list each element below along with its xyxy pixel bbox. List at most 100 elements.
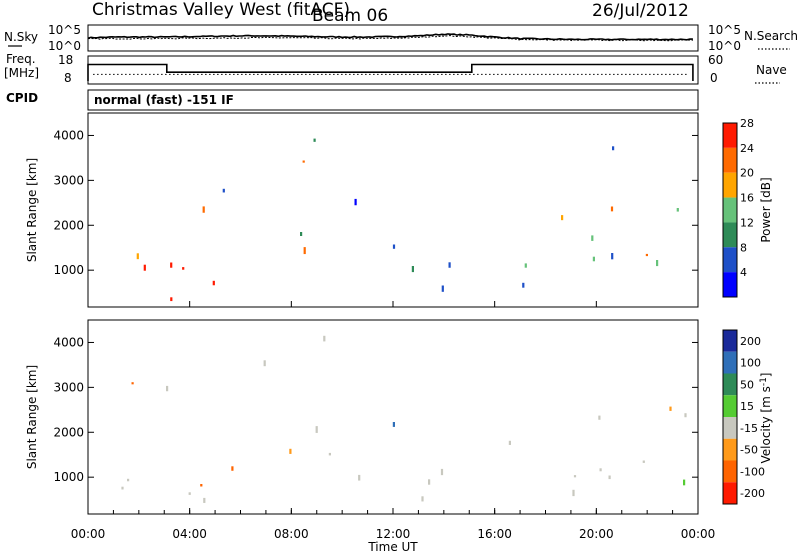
colorbar-swatch bbox=[723, 172, 737, 198]
colorbar-tick-label: 100 bbox=[740, 357, 761, 370]
colorbar-tick-label: 50 bbox=[740, 378, 754, 391]
echo-cell bbox=[131, 382, 134, 385]
echo-cell bbox=[411, 266, 414, 273]
freq-label: Freq. bbox=[6, 52, 36, 66]
colorbar-swatch bbox=[723, 197, 737, 223]
velocity-ylabel: Slant Range [km] bbox=[25, 365, 39, 469]
colorbar-tick-label: -200 bbox=[740, 487, 765, 500]
echo-cell bbox=[610, 206, 614, 212]
echo-cell bbox=[669, 406, 672, 411]
echo-cell bbox=[127, 478, 130, 482]
y-tick-label: 4000 bbox=[53, 128, 84, 142]
colorbar-tick-label: 4 bbox=[740, 266, 747, 279]
velocity-colorbar-label: Velocity [m s-1] bbox=[759, 373, 773, 464]
nave-label: Nave bbox=[756, 63, 787, 77]
noise-search-label: N.Search bbox=[744, 29, 798, 43]
echo-cell bbox=[143, 264, 146, 271]
power-colorbar: 4 8 12 16 20 24 28 bbox=[722, 117, 754, 298]
echo-cell bbox=[599, 468, 602, 472]
x-tick-label: 16:00 bbox=[477, 527, 512, 541]
echo-cell bbox=[166, 385, 169, 392]
echo-cell bbox=[448, 262, 451, 268]
echo-cell bbox=[170, 262, 173, 268]
echo-cell bbox=[572, 489, 575, 497]
colorbar-swatch bbox=[723, 351, 737, 374]
echo-cell bbox=[202, 206, 205, 213]
echo-cell bbox=[182, 267, 185, 270]
echo-cell bbox=[612, 146, 615, 151]
velocity-colorbar-label-end: ] bbox=[759, 373, 773, 378]
colorbar-swatch bbox=[723, 247, 737, 273]
colorbar-tick-label: 8 bbox=[740, 241, 747, 254]
power-panel: Slant Range [km] 1000 2000 3000 4000 4 8 12 16… bbox=[25, 112, 773, 308]
noise-right-tick-top: 10^5 bbox=[708, 23, 741, 37]
echo-cell bbox=[212, 280, 215, 286]
echo-cell bbox=[684, 413, 687, 418]
x-tick-label: 20:00 bbox=[579, 527, 614, 541]
power-y-axis: 1000 2000 3000 4000 bbox=[53, 128, 698, 277]
noise-left-tick-bottom: 10^0 bbox=[48, 39, 81, 53]
echo-cell bbox=[608, 475, 611, 480]
colorbar-tick-label: 200 bbox=[740, 335, 761, 348]
velocity-panel: Slant Range [km] 1000 2000 3000 4000 200 100… bbox=[25, 301, 773, 554]
echo-cell bbox=[354, 198, 357, 206]
colorbar-tick-label: 16 bbox=[740, 192, 754, 205]
echo-cell bbox=[222, 188, 225, 193]
colorbar-tick-label: 20 bbox=[740, 167, 754, 180]
power-data bbox=[136, 138, 679, 302]
cpid-mode: normal (fast) -151 IF bbox=[94, 93, 234, 107]
y-tick-label: 1000 bbox=[53, 263, 84, 277]
echo-cell bbox=[188, 492, 191, 495]
echo-cell bbox=[358, 474, 361, 481]
power-colorbar-label: Power [dB] bbox=[759, 177, 773, 242]
echo-cell bbox=[598, 415, 601, 420]
x-tick-label: 12:00 bbox=[376, 527, 411, 541]
echo-cell bbox=[136, 253, 139, 260]
velocity-colorbar: 200 100 50 15 -15 -50 -100 -200 bbox=[722, 329, 765, 505]
colorbar-swatch bbox=[723, 272, 737, 297]
noise-search-line bbox=[87, 35, 693, 42]
colorbar-tick-label: -50 bbox=[740, 444, 758, 457]
freq-left-tick-top: 18 bbox=[58, 53, 73, 67]
frequency-line bbox=[87, 63, 694, 81]
echo-cell bbox=[508, 440, 511, 445]
colorbar-swatch bbox=[723, 482, 737, 504]
echo-cell bbox=[428, 479, 431, 485]
x-tick-label: 04:00 bbox=[172, 527, 207, 541]
echo-cell bbox=[315, 426, 318, 433]
x-tick-label: 08:00 bbox=[274, 527, 309, 541]
echo-cell bbox=[263, 360, 266, 367]
noise-panel: N.Sky 10^5 10^0 10^5 10^0 N.Search bbox=[4, 23, 798, 53]
echo-cell bbox=[676, 208, 679, 212]
y-tick-label: 2000 bbox=[53, 218, 84, 232]
colorbar-tick-label: -100 bbox=[740, 465, 765, 478]
y-tick-label: 3000 bbox=[53, 173, 84, 187]
echo-cell bbox=[441, 285, 444, 292]
echo-cell bbox=[170, 297, 173, 302]
echo-cell bbox=[522, 282, 525, 288]
nave-right-tick-bottom: 0 bbox=[710, 71, 718, 85]
freq-unit-label: [MHz] bbox=[4, 66, 39, 80]
echo-cell bbox=[203, 497, 206, 503]
colorbar-tick-label: 28 bbox=[740, 117, 754, 130]
echo-cell bbox=[303, 247, 306, 255]
colorbar-frame bbox=[722, 329, 738, 505]
nave-right-tick-top: 60 bbox=[708, 53, 723, 67]
freq-left-tick-bottom: 8 bbox=[64, 71, 72, 85]
echo-cell bbox=[323, 335, 326, 342]
colorbar-swatch bbox=[723, 373, 737, 396]
colorbar-swatch bbox=[723, 417, 737, 439]
beam-label: Beam 06 bbox=[312, 6, 388, 26]
echo-cell bbox=[611, 253, 614, 260]
power-ylabel: Slant Range [km] bbox=[25, 158, 39, 262]
echo-cell bbox=[328, 452, 331, 456]
noise-sky-line bbox=[87, 33, 693, 41]
plot-title: Christmas Valley West (fitACF) bbox=[92, 0, 350, 20]
velocity-data bbox=[121, 335, 687, 503]
echo-cell bbox=[561, 215, 564, 221]
echo-cell bbox=[656, 260, 659, 267]
echo-cell bbox=[231, 466, 234, 471]
echo-cell bbox=[302, 160, 305, 163]
echo-cell bbox=[440, 468, 444, 476]
